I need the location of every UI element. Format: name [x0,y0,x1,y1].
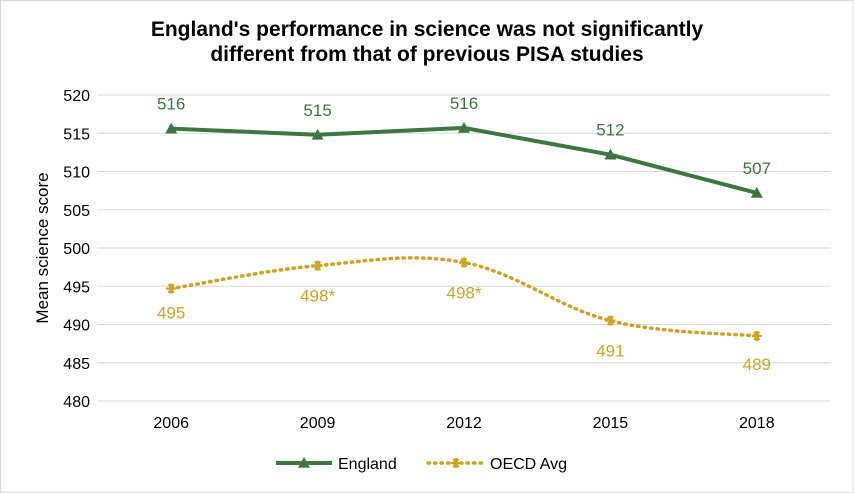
data-label: 516 [450,94,478,113]
data-point [604,148,617,160]
y-tick-label: 480 [63,394,90,411]
x-axis-ticks: 2006 2009 2012 2015 2018 [153,415,774,432]
legend-marker [451,458,461,468]
data-point [605,315,616,326]
legend-item-england: England [276,456,397,473]
data-point [751,330,762,341]
data-label: 489 [743,355,771,374]
data-label: 498* [300,287,335,306]
y-tick-label: 495 [63,279,90,296]
data-label: 507 [743,159,771,178]
data-point [750,186,763,198]
data-point [312,260,323,271]
gridlines [98,94,830,402]
series-layer: 516 515 516 512 507 495 498* 498* 491 489 [157,94,771,374]
chart-title-line-1: England's performance in science was not… [150,18,704,41]
data-point [458,121,470,133]
data-label: 512 [596,121,624,140]
x-tick-label: 2018 [739,415,775,432]
y-tick-label: 485 [63,356,90,373]
series-line [171,125,758,195]
data-label: 495 [157,304,185,323]
y-axis-label: Mean science score [33,172,52,323]
data-point [166,283,177,294]
x-tick-label: 2009 [300,415,336,432]
data-label: 516 [157,95,185,114]
series-england: 516 515 516 512 507 [157,94,771,198]
x-tick-label: 2006 [153,415,189,432]
y-tick-label: 510 [63,165,90,182]
chart-title: England's performance in science was not… [0,17,854,67]
data-point [459,257,469,268]
legend-item-oecd-avg: OECD Avg [426,456,567,473]
data-point [311,128,324,140]
data-label: 491 [596,342,624,361]
legend-label: OECD Avg [490,456,567,473]
data-label: 498* [447,284,482,303]
y-tick-label: 500 [63,241,90,258]
y-tick-label: 515 [63,126,90,143]
legend-marker [298,457,310,468]
x-tick-label: 2012 [446,415,482,432]
data-label: 515 [303,101,331,120]
legend: England OECD Avg [276,456,567,473]
y-tick-label: 520 [63,88,90,105]
series-oecd-avg: 495 498* 498* 491 489 [157,256,771,374]
legend-label: England [338,456,397,473]
y-tick-label: 490 [63,318,90,335]
chart-title-line-2: different from that of previous PISA stu… [210,43,644,66]
y-tick-label: 505 [63,203,90,220]
y-axis-ticks: 480 485 490 495 500 505 510 515 520 [63,88,90,411]
x-tick-label: 2015 [593,415,629,432]
data-point [165,122,178,134]
